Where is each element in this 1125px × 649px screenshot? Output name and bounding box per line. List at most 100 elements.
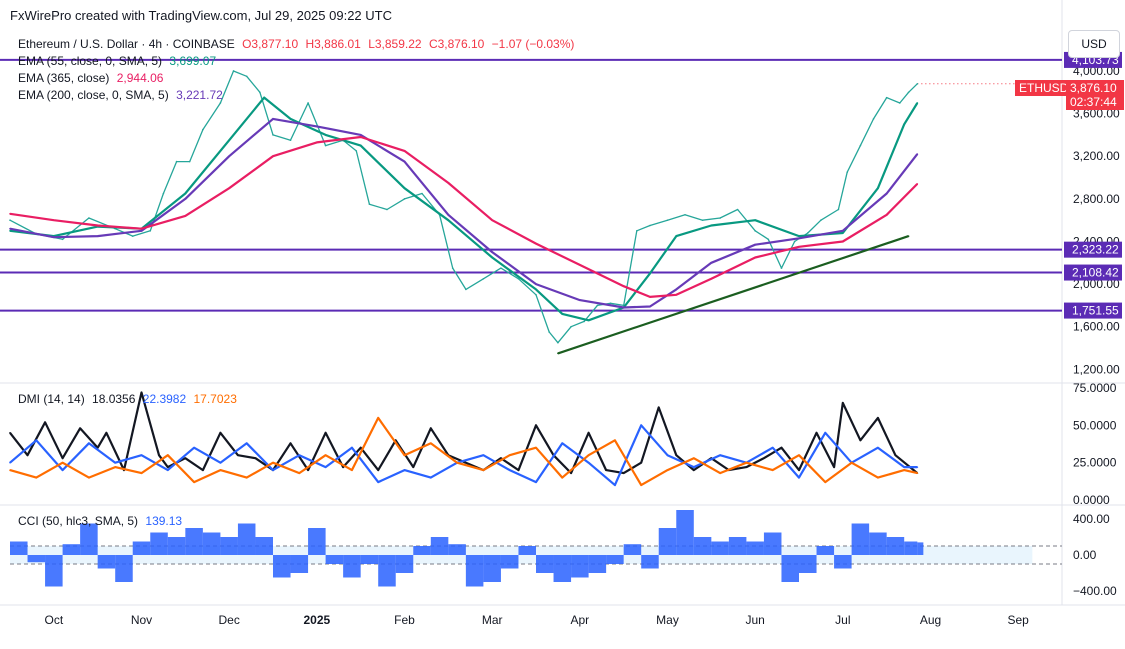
data-point: [447, 182, 450, 184]
cci-bar: [693, 537, 712, 555]
data-point: [771, 446, 774, 449]
data-point: [245, 75, 248, 78]
data-point: [596, 304, 599, 307]
level-label: 2,108.42: [1072, 266, 1119, 280]
x-tick-label: Oct: [44, 613, 63, 627]
data-point: [9, 469, 11, 471]
data-point: [614, 484, 616, 486]
data-point: [263, 96, 266, 99]
data-point: [640, 461, 642, 464]
data-point: [298, 454, 301, 457]
data-point: [114, 461, 116, 464]
cci-bar: [816, 546, 835, 555]
cci-bar: [781, 555, 799, 582]
price-ema-55-line: [9, 96, 919, 322]
data-point: [316, 125, 318, 128]
data-point: [763, 457, 765, 459]
cci-bar: [588, 555, 607, 573]
cci-bar: [97, 555, 116, 569]
currency-button[interactable]: USD: [1068, 30, 1120, 58]
cci-bar: [799, 555, 817, 573]
data-point: [421, 192, 423, 195]
data-point: [693, 466, 695, 468]
data-point: [193, 446, 195, 449]
cci-bar: [886, 537, 905, 555]
ema365-label: EMA (365, close): [18, 71, 110, 85]
data-point: [158, 454, 160, 457]
data-point: [780, 267, 783, 269]
data-point: [202, 469, 204, 471]
data-point: [140, 230, 143, 232]
data-point: [61, 461, 64, 464]
data-point: [517, 469, 520, 471]
data-point: [430, 442, 432, 445]
data-point: [272, 118, 274, 120]
data-point: [767, 238, 770, 241]
data-point: [508, 454, 511, 457]
level-label: 2,323.22: [1072, 243, 1119, 257]
cci-bar: [10, 541, 28, 555]
data-point: [386, 208, 388, 211]
cci-bar: [45, 555, 63, 587]
data-point: [368, 203, 371, 205]
data-point: [149, 230, 152, 232]
data-point: [916, 466, 919, 468]
data-point: [140, 472, 143, 474]
data-point: [693, 469, 695, 471]
data-point: [184, 215, 187, 217]
level-label-bg: [1064, 241, 1122, 258]
symbol-name: Ethereum / U.S. Dollar · 4h · COINBASE: [18, 37, 235, 51]
data-point: [482, 469, 485, 471]
open-value: O3,877.10: [242, 37, 299, 51]
data-point: [184, 192, 187, 195]
data-point: [842, 230, 844, 232]
cci-bar: [623, 544, 642, 555]
data-point: [535, 481, 537, 483]
change-value: −1.07 (−0.03%): [491, 37, 575, 51]
data-point: [877, 417, 879, 419]
cci-bar: [483, 555, 501, 582]
data-point: [649, 305, 651, 308]
data-point: [259, 91, 261, 94]
y-tick-label: −400.00: [1073, 584, 1117, 598]
data-point: [167, 454, 169, 457]
cci-bar: [728, 537, 747, 555]
data-point: [754, 243, 756, 246]
data-point: [877, 476, 879, 479]
data-point: [535, 288, 537, 291]
data-point: [587, 432, 590, 434]
data-point: [684, 214, 686, 216]
data-point: [482, 454, 485, 457]
cci-bar: [80, 523, 98, 555]
data-point: [88, 442, 90, 445]
dmi-label: DMI (14, 14): [18, 392, 85, 406]
data-point: [465, 461, 467, 464]
data-point: [877, 446, 879, 449]
data-point: [916, 102, 919, 104]
data-point: [9, 432, 11, 434]
data-point: [228, 139, 230, 142]
data-point: [35, 439, 38, 442]
x-tick-label: Jun: [745, 613, 764, 627]
data-point: [412, 466, 415, 468]
data-point: [535, 242, 537, 245]
x-tick-label: Apr: [570, 613, 589, 627]
data-point: [403, 150, 406, 152]
data-point: [96, 224, 99, 227]
high-value: H3,886.01: [305, 37, 361, 51]
data-point: [307, 469, 309, 471]
data-point: [745, 466, 748, 468]
data-point: [754, 230, 756, 232]
data-point: [622, 306, 625, 309]
y-tick-label: 0.0000: [1073, 493, 1110, 507]
cci-bar: [413, 546, 431, 555]
data-point: [570, 325, 572, 328]
level-label: 1,751.55: [1072, 304, 1119, 318]
data-point: [61, 238, 64, 241]
cci-bar: [308, 528, 326, 555]
dmi-minus-value: 17.7023: [193, 392, 237, 406]
data-point: [710, 224, 713, 227]
cci-bar: [220, 537, 238, 555]
data-point: [579, 299, 581, 301]
